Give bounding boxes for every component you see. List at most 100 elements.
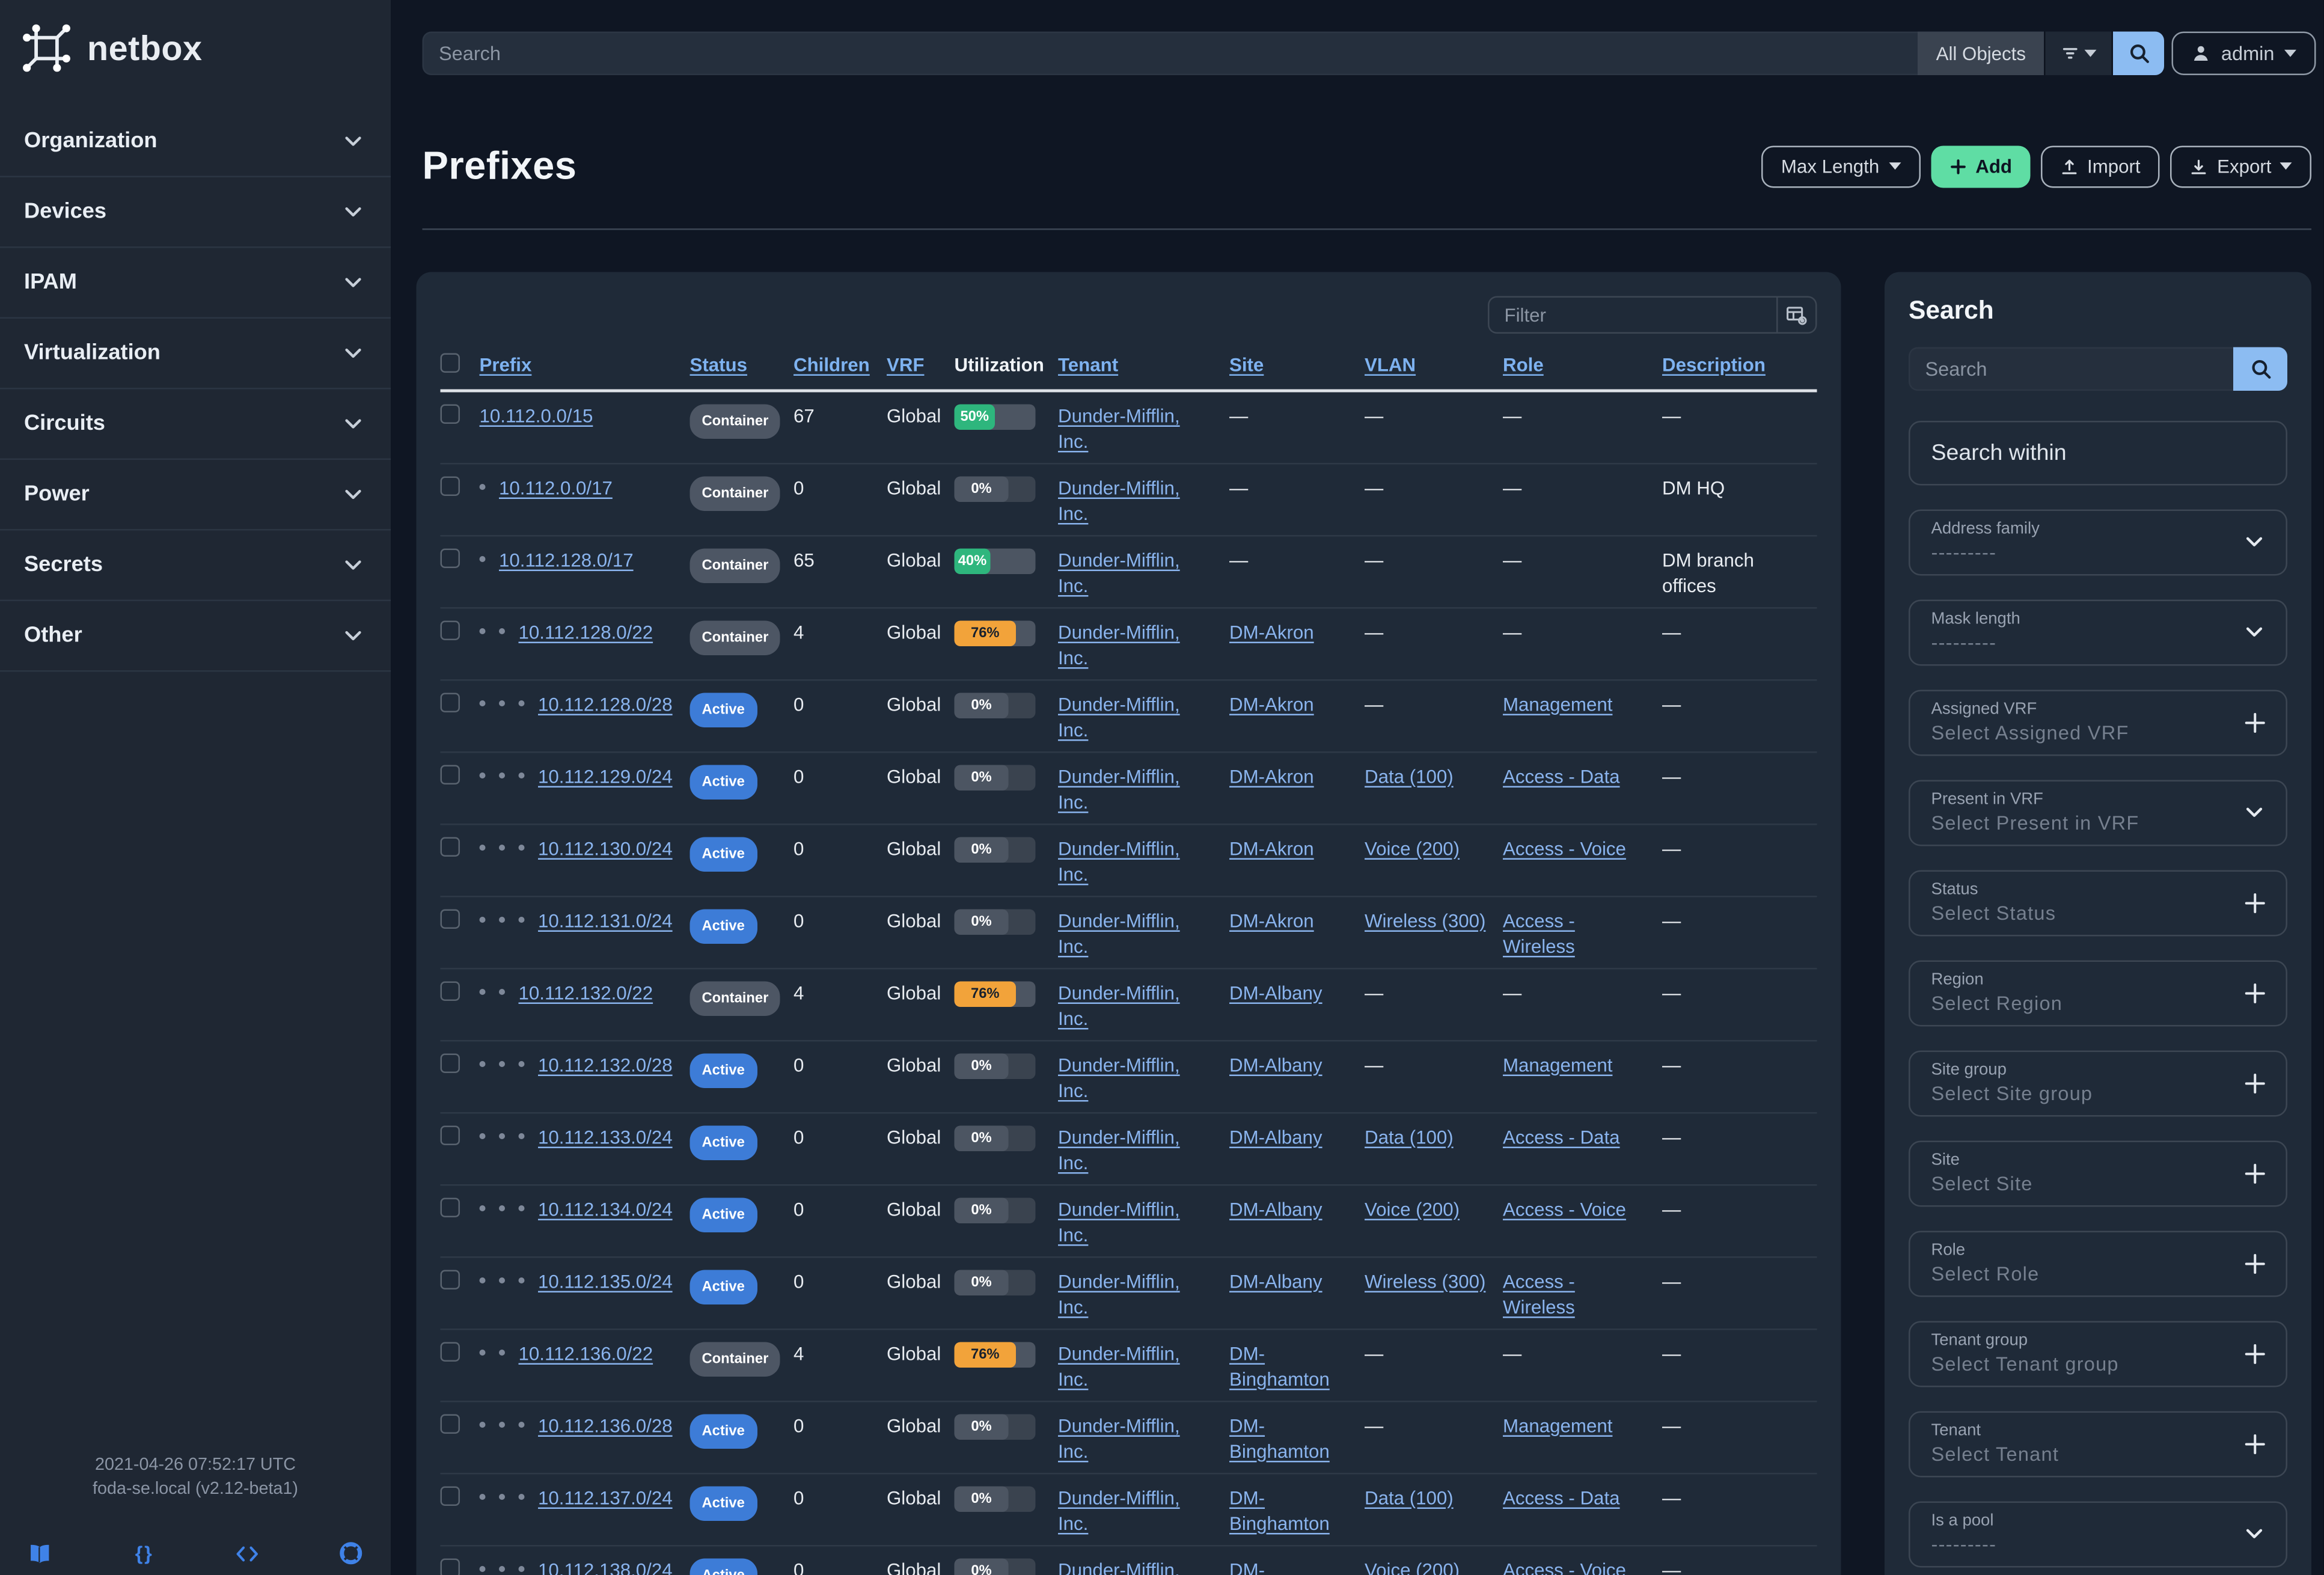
prefix-link[interactable]: 10.112.0.0/15 (479, 406, 593, 427)
row-checkbox[interactable] (440, 1558, 460, 1575)
filter-field-role[interactable]: Role Select Role (1909, 1231, 2287, 1297)
search-within-field[interactable]: Search within (1909, 421, 2287, 486)
prefix-link[interactable]: 10.112.137.0/24 (538, 1487, 673, 1508)
prefix-link[interactable]: 10.112.135.0/24 (538, 1270, 673, 1292)
sidebar-item-power[interactable]: Power (0, 458, 391, 530)
row-checkbox[interactable] (440, 1485, 460, 1505)
tenant-link[interactable]: Dunder-Mifflin, Inc. (1058, 1559, 1180, 1575)
tenant-link[interactable]: Dunder-Mifflin, Inc. (1058, 693, 1180, 741)
row-checkbox[interactable] (440, 1197, 460, 1217)
vlan-link[interactable]: Data (100) (1365, 1126, 1454, 1148)
sidebar-item-ipam[interactable]: IPAM (0, 246, 391, 317)
sidebar-item-other[interactable]: Other (0, 599, 391, 672)
tenant-link[interactable]: Dunder-Mifflin, Inc. (1058, 837, 1180, 885)
site-link[interactable]: DM-Binghamton (1229, 1342, 1330, 1390)
prefix-link[interactable]: 10.112.132.0/22 (518, 982, 653, 1003)
filters-search-button[interactable] (2233, 347, 2287, 391)
row-checkbox[interactable] (440, 476, 460, 495)
site-link[interactable]: DM-Akron (1229, 837, 1314, 859)
brand[interactable]: netbox (0, 0, 391, 89)
role-link[interactable]: Access - Wireless (1503, 910, 1575, 957)
search-scope-selector[interactable]: All Objects (1918, 31, 2044, 75)
column-header-vrf[interactable]: VRF (887, 353, 955, 393)
role-link[interactable]: Access - Data (1503, 1487, 1620, 1508)
role-link[interactable]: Access - Voice (1503, 1198, 1626, 1220)
role-link[interactable]: Access - Voice (1503, 837, 1626, 859)
site-link[interactable]: DM-Binghamton (1229, 1487, 1330, 1534)
prefix-link[interactable]: 10.112.128.0/22 (518, 621, 653, 643)
source-code-icon[interactable] (236, 1542, 259, 1565)
row-checkbox[interactable] (440, 1341, 460, 1361)
vlan-link[interactable]: Data (100) (1365, 1487, 1454, 1508)
prefix-link[interactable]: 10.112.131.0/24 (538, 910, 673, 931)
filter-field-mask-length[interactable]: Mask length --------- (1909, 599, 2287, 666)
prefix-link[interactable]: 10.112.136.0/22 (518, 1342, 653, 1364)
export-button[interactable]: Export (2170, 145, 2312, 188)
tenant-link[interactable]: Dunder-Mifflin, Inc. (1058, 1270, 1180, 1318)
vlan-link[interactable]: Voice (200) (1365, 1559, 1460, 1575)
tenant-link[interactable]: Dunder-Mifflin, Inc. (1058, 1126, 1180, 1173)
column-header-status[interactable]: Status (690, 353, 794, 393)
tenant-link[interactable]: Dunder-Mifflin, Inc. (1058, 1054, 1180, 1101)
site-link[interactable]: DM-Akron (1229, 765, 1314, 787)
column-header-role[interactable]: Role (1503, 353, 1662, 393)
site-link[interactable]: DM-Albany (1229, 982, 1323, 1003)
sidebar-item-virtualization[interactable]: Virtualization (0, 317, 391, 388)
row-checkbox[interactable] (440, 836, 460, 856)
vlan-link[interactable]: Voice (200) (1365, 837, 1460, 859)
vlan-link[interactable]: Wireless (300) (1365, 910, 1486, 931)
site-link[interactable]: DM-Albany (1229, 1054, 1323, 1075)
prefix-link[interactable]: 10.112.136.0/28 (538, 1414, 673, 1436)
tenant-link[interactable]: Dunder-Mifflin, Inc. (1058, 765, 1180, 813)
column-visibility-button[interactable] (1776, 296, 1817, 334)
support-lifebuoy-icon[interactable] (340, 1542, 362, 1565)
filter-field-address-family[interactable]: Address family --------- (1909, 509, 2287, 576)
tenant-link[interactable]: Dunder-Mifflin, Inc. (1058, 982, 1180, 1029)
prefix-link[interactable]: 10.112.138.0/24 (538, 1559, 673, 1575)
row-checkbox[interactable] (440, 1053, 460, 1072)
row-checkbox[interactable] (440, 548, 460, 567)
filter-field-present-in-vrf[interactable]: Present in VRF Select Present in VRF (1909, 780, 2287, 846)
tenant-link[interactable]: Dunder-Mifflin, Inc. (1058, 1414, 1180, 1462)
site-link[interactable]: DM-Albany (1229, 1126, 1323, 1148)
vlan-link[interactable]: Data (100) (1365, 765, 1454, 787)
filter-field-site[interactable]: Site Select Site (1909, 1140, 2287, 1207)
prefix-link[interactable]: 10.112.132.0/28 (538, 1054, 673, 1075)
role-link[interactable]: Management (1503, 1414, 1613, 1436)
tenant-link[interactable]: Dunder-Mifflin, Inc. (1058, 1342, 1180, 1390)
row-checkbox[interactable] (440, 692, 460, 712)
column-header-site[interactable]: Site (1229, 353, 1365, 393)
vlan-link[interactable]: Voice (200) (1365, 1198, 1460, 1220)
tenant-link[interactable]: Dunder-Mifflin, Inc. (1058, 1487, 1180, 1534)
tenant-link[interactable]: Dunder-Mifflin, Inc. (1058, 1198, 1180, 1246)
row-checkbox[interactable] (440, 1269, 460, 1289)
column-header-tenant[interactable]: Tenant (1058, 353, 1229, 393)
filter-field-is-a-pool[interactable]: Is a pool --------- (1909, 1501, 2287, 1568)
row-checkbox[interactable] (440, 620, 460, 640)
filter-field-site-group[interactable]: Site group Select Site group (1909, 1050, 2287, 1117)
column-header-vlan[interactable]: VLAN (1365, 353, 1503, 393)
row-checkbox[interactable] (440, 764, 460, 784)
filter-field-status[interactable]: Status Select Status (1909, 870, 2287, 937)
site-link[interactable]: DM-Akron (1229, 693, 1314, 715)
row-checkbox[interactable] (440, 1125, 460, 1145)
role-link[interactable]: Access - Data (1503, 765, 1620, 787)
site-link[interactable]: DM-Albany (1229, 1270, 1323, 1292)
filter-field-assigned-vrf[interactable]: Assigned VRF Select Assigned VRF (1909, 690, 2287, 756)
filters-search-input[interactable] (1909, 347, 2233, 391)
column-header-children[interactable]: Children (794, 353, 887, 393)
global-search-input[interactable] (422, 31, 1918, 75)
site-link[interactable]: DM-Binghamton (1229, 1559, 1265, 1575)
user-menu-button[interactable]: admin (2171, 31, 2317, 75)
role-link[interactable]: Management (1503, 1054, 1613, 1075)
column-header-prefix[interactable]: Prefix (479, 353, 690, 393)
row-checkbox[interactable] (440, 1413, 460, 1433)
prefix-link[interactable]: 10.112.129.0/24 (538, 765, 673, 787)
prefix-link[interactable]: 10.112.130.0/24 (538, 837, 673, 859)
table-filter-input[interactable] (1488, 296, 1776, 334)
sidebar-item-organization[interactable]: Organization (0, 107, 391, 176)
row-checkbox[interactable] (440, 404, 460, 424)
prefix-link[interactable]: 10.112.0.0/17 (499, 477, 613, 498)
max-length-button[interactable]: Max Length (1761, 145, 1920, 188)
filter-field-tenant[interactable]: Tenant Select Tenant (1909, 1411, 2287, 1478)
